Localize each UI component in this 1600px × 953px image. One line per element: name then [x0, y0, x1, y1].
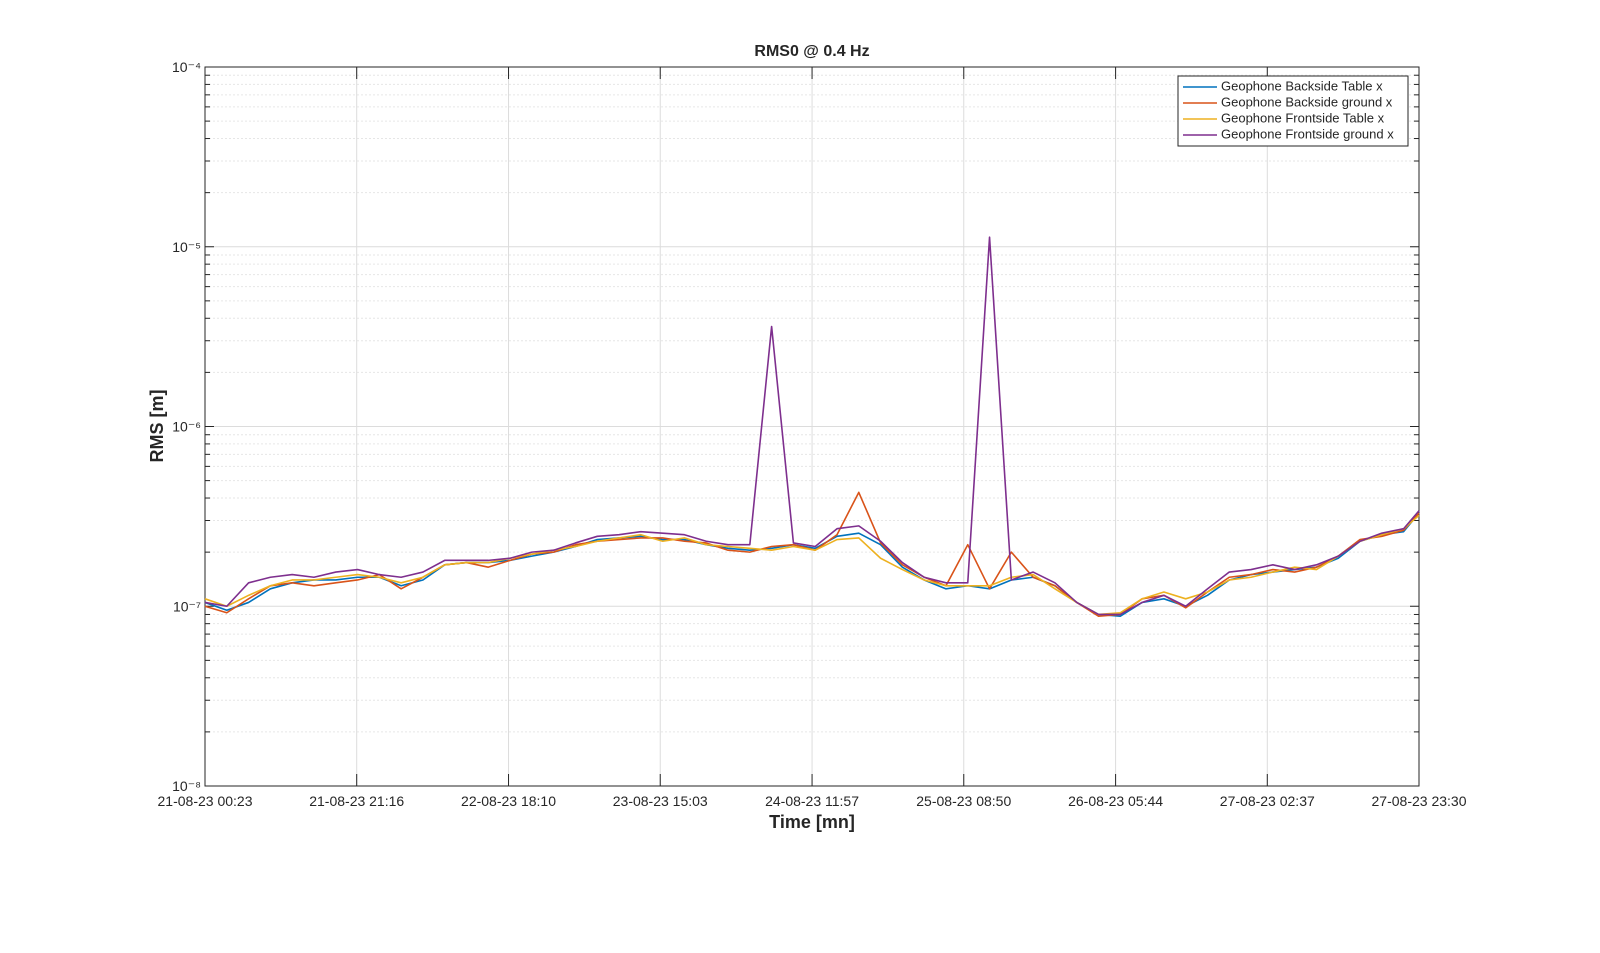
chart-title: RMS0 @ 0.4 Hz: [754, 43, 869, 60]
x-tick-label: 25-08-23 08:50: [916, 793, 1011, 809]
y-tick-label: 10⁻⁴: [172, 59, 201, 75]
x-tick-label: 22-08-23 18:10: [461, 793, 556, 809]
plot-frame: [204, 66, 1420, 787]
y-axis-label: RMS [m]: [147, 390, 167, 463]
legend-label: Geophone Backside ground x: [1221, 94, 1393, 109]
y-tick-label: 10⁻⁸: [172, 778, 201, 794]
data-line: [204, 514, 1420, 616]
x-axis-label: Time [mn]: [769, 812, 855, 832]
legend-label: Geophone Frontside Table x: [1221, 110, 1385, 125]
legend-label: Geophone Backside Table x: [1221, 78, 1383, 93]
x-tick-label: 21-08-23 00:23: [158, 793, 253, 809]
y-tick-label: 10⁻⁶: [172, 419, 201, 435]
data-line: [204, 236, 1420, 616]
x-tick-label: 21-08-23 21:16: [309, 793, 404, 809]
y-tick-label: 10⁻⁵: [172, 239, 201, 255]
x-tick-label: 23-08-23 15:03: [613, 793, 708, 809]
x-tick-label: 27-08-23 23:30: [1372, 793, 1467, 809]
y-tick-label: 10⁻⁷: [173, 598, 201, 614]
x-tick-label: 27-08-23 02:37: [1220, 793, 1315, 809]
legend-label: Geophone Frontside ground x: [1221, 126, 1394, 141]
data-line: [204, 512, 1420, 618]
x-tick-label: 26-08-23 05:44: [1068, 793, 1163, 809]
x-tick-label: 24-08-23 11:57: [765, 793, 859, 809]
